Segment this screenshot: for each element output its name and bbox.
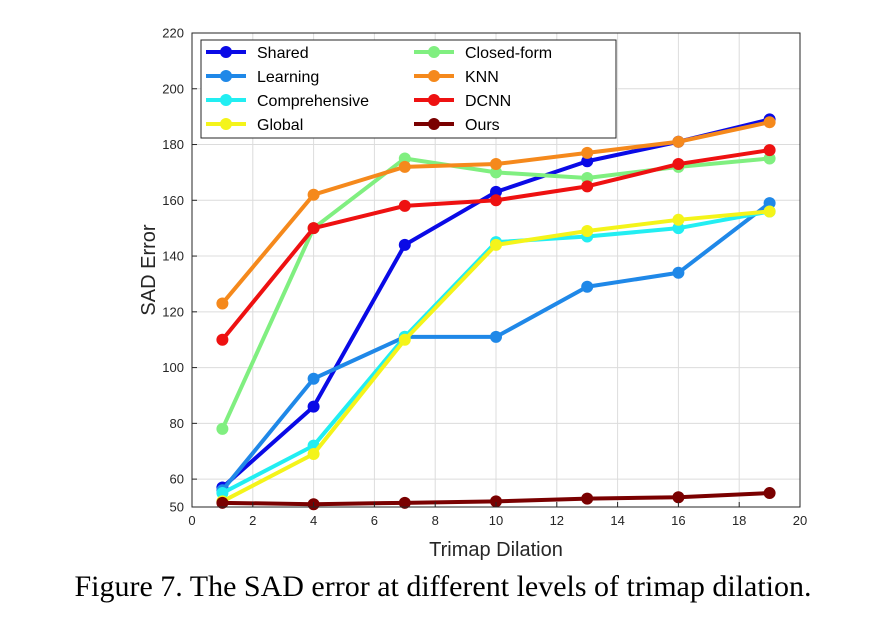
y-tick-label: 140 (162, 249, 184, 264)
x-tick-label: 0 (188, 513, 195, 528)
y-tick-label: 60 (170, 472, 184, 487)
data-point-global (398, 333, 411, 346)
y-tick-label: 220 (162, 26, 184, 41)
data-point-knn (490, 158, 502, 171)
y-tick-label: 50 (170, 500, 184, 515)
legend-marker-closed-form (428, 46, 440, 58)
data-point-knn (216, 297, 229, 310)
data-point-knn (307, 188, 320, 201)
legend-marker-learning (220, 70, 232, 82)
data-point-dcnn (216, 333, 229, 346)
legend-marker-ours (428, 118, 440, 130)
data-point-closed-form (216, 422, 229, 435)
legend-marker-comprehensive (220, 94, 232, 106)
figure-caption: Figure 7. The SAD error at different lev… (74, 570, 812, 603)
x-tick-label: 20 (793, 513, 807, 528)
legend-label-global: Global (257, 117, 303, 134)
legend-label-dcnn: DCNN (465, 93, 511, 110)
legend: Shared Learning Comprehensive Global Closed-… (200, 39, 617, 139)
data-point-shared (581, 155, 594, 168)
data-point-comprehensive (216, 487, 229, 500)
y-tick-label: 180 (162, 137, 184, 152)
legend-label-ours: Ours (465, 117, 500, 134)
y-tick-label: 200 (162, 81, 184, 96)
ticks: 0 2 4 6 8 10 12 14 16 18 20 50 60 80 100 120 140 160 180 20… (162, 26, 807, 529)
x-tick-label: 4 (310, 513, 317, 528)
data-point-ours (672, 491, 685, 504)
data-point-closed-form (763, 152, 776, 165)
data-point-dcnn (763, 144, 776, 157)
x-tick-label: 2 (249, 513, 256, 528)
data-point-closed-form (398, 152, 411, 165)
legend-marker-dcnn (428, 94, 440, 106)
data-point-global (490, 238, 502, 251)
data-point-shared (307, 400, 320, 413)
data-point-dcnn (398, 199, 411, 212)
series-group (216, 113, 776, 511)
data-point-learning (581, 280, 594, 293)
legend-marker-knn (428, 70, 440, 82)
x-tick-label: 8 (432, 513, 439, 528)
data-point-learning (763, 197, 776, 210)
legend-marker-global (220, 118, 232, 130)
data-point-learning (490, 330, 502, 343)
data-point-knn (398, 160, 411, 173)
data-point-shared (490, 185, 502, 198)
x-tick-label: 18 (732, 513, 746, 528)
y-tick-label: 80 (170, 416, 184, 431)
sad-error-chart: 0 2 4 6 8 10 12 14 16 18 20 50 60 80 100 120 140 160 180 20… (138, 26, 807, 562)
data-point-ours (216, 496, 229, 509)
data-point-knn (581, 146, 594, 159)
legend-label-closed-form: Closed-form (465, 45, 552, 62)
x-tick-label: 10 (489, 513, 503, 528)
x-tick-label: 6 (371, 513, 378, 528)
legend-label-learning: Learning (257, 69, 319, 86)
data-point-knn (672, 135, 685, 148)
x-tick-label: 12 (550, 513, 564, 528)
x-tick-label: 16 (671, 513, 685, 528)
data-point-knn (763, 116, 776, 129)
data-point-learning (307, 372, 320, 385)
y-tick-label: 120 (162, 304, 184, 319)
data-point-dcnn (307, 222, 320, 235)
legend-marker-shared (220, 46, 232, 58)
x-axis-label: Trimap Dilation (429, 539, 563, 561)
data-point-ours (398, 496, 411, 509)
legend-label-knn: KNN (465, 69, 499, 86)
legend-label-shared: Shared (257, 45, 309, 62)
legend-label-comprehensive: Comprehensive (257, 93, 369, 110)
data-point-dcnn (581, 180, 594, 193)
y-axis-label: SAD Error (138, 224, 160, 315)
y-tick-label: 100 (162, 360, 184, 375)
data-point-comprehensive (672, 222, 685, 235)
data-point-dcnn (672, 158, 685, 171)
data-point-ours (490, 495, 502, 508)
data-point-shared (398, 238, 411, 251)
data-point-ours (763, 487, 776, 500)
data-point-closed-form (581, 171, 594, 184)
y-tick-label: 160 (162, 193, 184, 208)
data-point-closed-form (490, 166, 502, 179)
legend-box (200, 39, 617, 139)
data-point-global (307, 448, 320, 461)
data-point-learning (672, 266, 685, 279)
data-point-global (763, 205, 776, 218)
data-point-ours (581, 492, 594, 505)
data-point-global (581, 224, 594, 237)
data-point-dcnn (490, 194, 502, 207)
x-tick-label: 14 (610, 513, 624, 528)
data-point-global (672, 213, 685, 226)
